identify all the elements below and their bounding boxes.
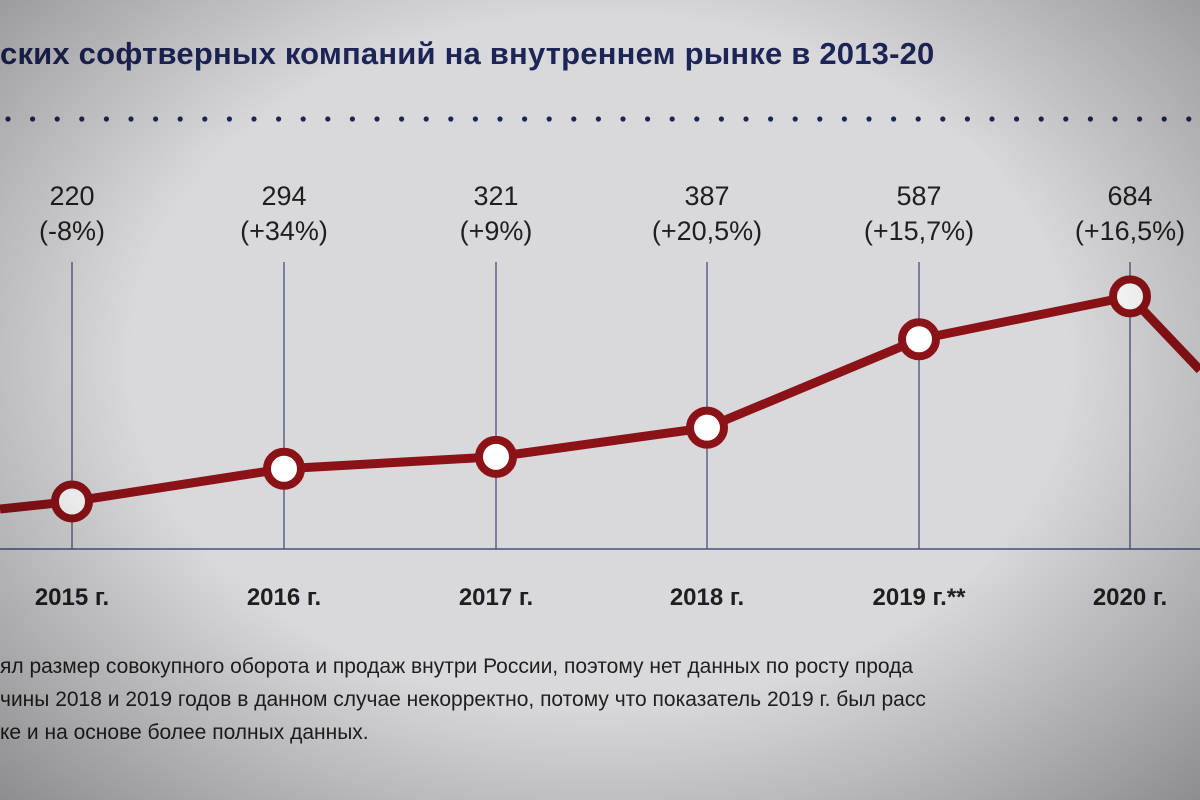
divider-dot bbox=[202, 116, 208, 122]
divider-dot bbox=[103, 116, 109, 122]
divider-dot bbox=[325, 116, 331, 122]
change-label-2: (+34%) bbox=[240, 216, 328, 246]
divider-dot bbox=[251, 116, 257, 122]
change-label-3: (+9%) bbox=[460, 216, 533, 246]
footnote-line-1: ял размер совокупного оборота и продаж в… bbox=[0, 655, 914, 678]
divider-dot bbox=[841, 116, 848, 122]
value-label-4: 387 bbox=[684, 181, 729, 211]
value-label-1: 220 bbox=[49, 181, 94, 211]
divider-dot bbox=[472, 116, 478, 122]
divider-dot bbox=[645, 116, 651, 122]
divider-dot bbox=[1087, 116, 1093, 122]
divider-dot bbox=[79, 116, 85, 122]
divider-dot bbox=[620, 116, 626, 122]
divider-dot bbox=[792, 116, 798, 122]
divider-dot bbox=[54, 116, 60, 122]
divider-dot bbox=[1014, 116, 1020, 122]
divider-dot bbox=[1112, 116, 1118, 122]
divider-dot bbox=[374, 116, 380, 122]
divider-dot bbox=[497, 116, 503, 122]
divider-dot bbox=[595, 116, 602, 122]
change-label-1: (-8%) bbox=[39, 216, 105, 246]
divider-dot bbox=[177, 116, 183, 122]
value-label-6: 684 bbox=[1107, 181, 1152, 211]
divider-dot bbox=[276, 116, 282, 122]
divider-dot bbox=[5, 116, 11, 122]
x-tick-label-3: 2017 г. bbox=[459, 584, 533, 611]
divider-dot bbox=[448, 116, 454, 122]
divider-dot bbox=[866, 116, 872, 122]
data-point-2 bbox=[263, 447, 305, 490]
data-point-4 bbox=[686, 406, 728, 449]
divider-dot bbox=[940, 116, 946, 122]
x-tick-label-6: 2020 г. bbox=[1093, 584, 1167, 611]
divider-dot bbox=[153, 116, 159, 122]
chart-title: ских софтверных компаний на внутреннем р… bbox=[0, 36, 935, 71]
data-point-1 bbox=[51, 480, 93, 523]
footnote-line-3: ке и на основе более полных данных. bbox=[0, 721, 369, 744]
divider-dot bbox=[29, 116, 36, 122]
divider-dot bbox=[1063, 116, 1069, 122]
divider-dot bbox=[1161, 116, 1167, 122]
divider-dot bbox=[989, 116, 995, 122]
data-point-3 bbox=[475, 435, 517, 478]
divider-dot bbox=[226, 116, 232, 122]
value-label-5: 587 bbox=[896, 181, 941, 211]
divider-dot bbox=[964, 116, 971, 122]
divider-dot bbox=[423, 116, 429, 122]
change-label-4: (+20,5%) bbox=[652, 216, 762, 246]
x-tick-label-4: 2018 г. bbox=[670, 584, 744, 611]
divider-dot bbox=[522, 116, 528, 122]
footnote-line-2: чины 2018 и 2019 годов в данном случае н… bbox=[0, 688, 926, 711]
divider-dot bbox=[1038, 116, 1044, 122]
change-label-6: (+16,5%) bbox=[1075, 216, 1185, 246]
divider-dot bbox=[128, 116, 134, 122]
divider-dot bbox=[768, 116, 774, 122]
divider-dot bbox=[915, 116, 921, 122]
value-label-3: 321 bbox=[473, 181, 518, 211]
divider-dot bbox=[891, 116, 897, 122]
divider-dot bbox=[817, 116, 823, 122]
x-tick-label-1: 2015 г. bbox=[35, 584, 109, 611]
divider-dot bbox=[694, 116, 700, 122]
divider-dot bbox=[718, 116, 725, 122]
data-point-6 bbox=[1109, 275, 1151, 318]
divider-dot bbox=[349, 116, 355, 122]
change-label-5: (+15,7%) bbox=[864, 216, 974, 246]
divider-dot bbox=[571, 116, 577, 122]
divider-dot bbox=[300, 116, 306, 122]
divider-dot bbox=[1137, 116, 1143, 122]
divider-dot bbox=[1186, 116, 1192, 122]
divider-dot bbox=[546, 116, 552, 122]
divider-dot bbox=[399, 116, 405, 122]
divider-dot bbox=[743, 116, 749, 122]
data-point-5 bbox=[898, 318, 940, 361]
x-tick-label-5: 2019 г.** bbox=[873, 584, 967, 611]
x-tick-label-2: 2016 г. bbox=[247, 584, 321, 611]
dotted-divider bbox=[5, 116, 1192, 122]
series-line bbox=[0, 291, 1200, 514]
value-label-2: 294 bbox=[261, 181, 306, 211]
divider-dot bbox=[669, 116, 675, 122]
